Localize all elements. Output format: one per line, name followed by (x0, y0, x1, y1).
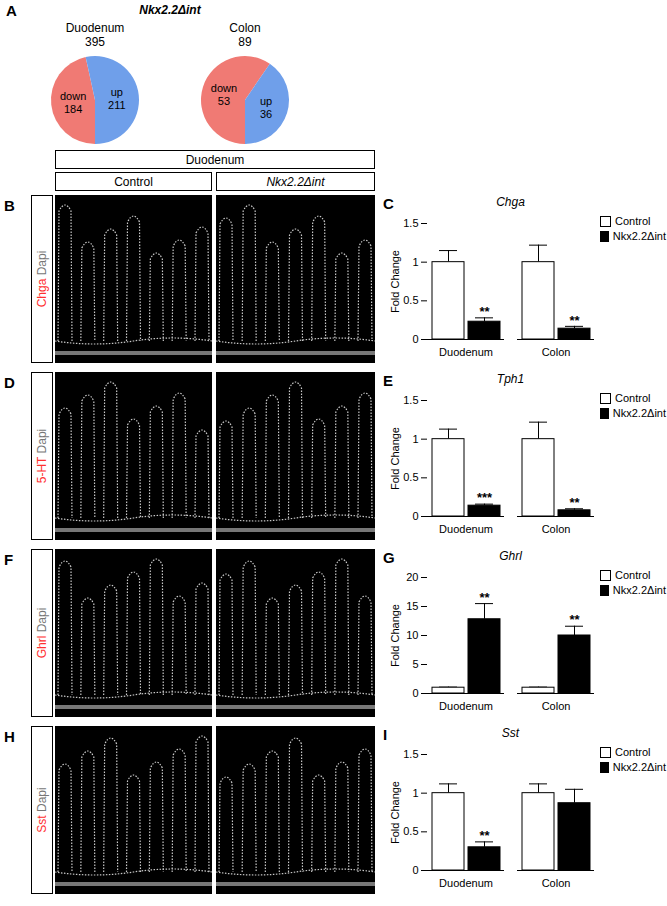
html-text:I: I (383, 726, 388, 743)
svg-text:15: 15 (406, 600, 418, 612)
html-text:B: B (4, 197, 15, 214)
html-text:Ghrl: Ghrl (499, 549, 522, 563)
svg-text:**: ** (569, 313, 580, 328)
svg-text:Duodenum: Duodenum (439, 523, 493, 535)
html-text:G: G (383, 549, 395, 566)
html-text:Control: Control (114, 174, 153, 189)
svg-text:1: 1 (412, 433, 418, 445)
html-text:C: C (383, 195, 394, 212)
svg-text:0.5: 0.5 (403, 471, 418, 483)
svg-text:1.5: 1.5 (403, 217, 418, 229)
html-text:Control: Control (615, 392, 651, 404)
svg-text:Duodenum: Duodenum (439, 346, 493, 358)
svg-text:Fold Change: Fold Change (389, 604, 401, 667)
svg-text:**: ** (479, 304, 490, 319)
svg-text:10: 10 (406, 629, 418, 641)
html-text:E: E (383, 372, 393, 389)
svg-text:5: 5 (412, 658, 418, 670)
html-text:F: F (4, 551, 14, 568)
html-text:Duodenum: Duodenum (185, 152, 245, 167)
svg-text:down53: down53 (211, 81, 237, 106)
svg-text:Duodenum: Duodenum (66, 21, 125, 35)
html-text:Chga: Chga (496, 195, 525, 209)
html-text:Nkx2.2Δint: Nkx2.2Δint (612, 584, 666, 596)
html-text:Control: Control (615, 215, 651, 227)
svg-text:0.5: 0.5 (403, 294, 418, 306)
svg-text:1.5: 1.5 (403, 394, 418, 406)
svg-text:Sst Dapi: Sst Dapi (35, 787, 49, 832)
html-text:D: D (4, 374, 15, 391)
html-text:Tph1: Tph1 (496, 372, 525, 386)
svg-text:Fold Change: Fold Change (389, 250, 401, 313)
svg-text:0.5: 0.5 (403, 825, 418, 837)
svg-text:A: A (6, 2, 17, 19)
html-text:Sst: Sst (501, 726, 520, 740)
svg-text:***: *** (477, 490, 493, 505)
svg-text:Ghrl Dapi: Ghrl Dapi (35, 608, 49, 659)
svg-text:1: 1 (412, 256, 418, 268)
svg-text:Colon: Colon (229, 21, 260, 35)
svg-text:Colon: Colon (542, 523, 571, 535)
svg-text:up36: up36 (260, 95, 272, 120)
html-text:Nkx2.2Δint: Nkx2.2Δint (612, 407, 666, 419)
svg-text:0: 0 (412, 333, 418, 345)
svg-text:down184: down184 (60, 90, 86, 115)
svg-text:Colon: Colon (542, 346, 571, 358)
svg-text:1: 1 (412, 787, 418, 799)
svg-text:Fold Change: Fold Change (389, 427, 401, 490)
svg-text:Colon: Colon (542, 700, 571, 712)
svg-text:Fold Change: Fold Change (389, 781, 401, 844)
svg-text:Duodenum: Duodenum (439, 700, 493, 712)
html-text:Control: Control (615, 746, 651, 758)
html-text:Nkx2.2Δint: Nkx2.2Δint (612, 230, 666, 242)
html-text:Nkx2.2Δint: Nkx2.2Δint (266, 174, 325, 189)
svg-text:20: 20 (406, 571, 418, 583)
svg-text:**: ** (569, 612, 580, 627)
svg-text:Duodenum: Duodenum (439, 877, 493, 889)
svg-text:89: 89 (238, 35, 252, 49)
svg-text:**: ** (479, 828, 490, 843)
svg-text:5-HT Dapi: 5-HT Dapi (35, 429, 49, 483)
html-text:H: H (4, 728, 15, 745)
svg-text:up211: up211 (108, 86, 126, 111)
svg-text:0: 0 (412, 864, 418, 876)
svg-text:**: ** (479, 590, 490, 605)
svg-text:395: 395 (85, 35, 105, 49)
html-text:Nkx2.2Δint: Nkx2.2Δint (612, 761, 666, 773)
svg-text:0: 0 (412, 510, 418, 522)
svg-text:1.5: 1.5 (403, 748, 418, 760)
svg-text:0: 0 (412, 687, 418, 699)
svg-text:**: ** (569, 495, 580, 510)
svg-text:Colon: Colon (542, 877, 571, 889)
svg-text:Chga Dapi: Chga Dapi (35, 251, 49, 308)
html-text:Control: Control (615, 569, 651, 581)
svg-text:Nkx2.2Δint: Nkx2.2Δint (139, 3, 201, 17)
